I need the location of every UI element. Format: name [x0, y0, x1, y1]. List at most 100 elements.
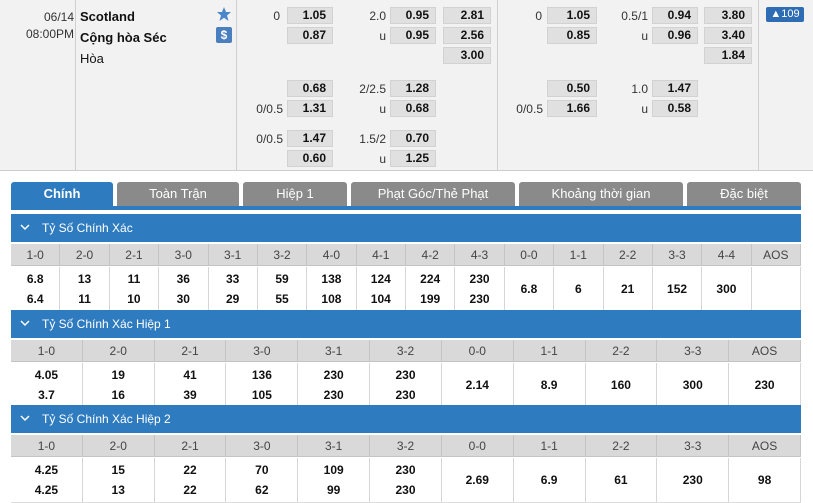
tab-corners-cards[interactable]: Phạt Góc/Thẻ Phạt [351, 182, 515, 206]
h1-hdp-home-odds[interactable]: 1.05 [547, 7, 597, 24]
score-odds-cell[interactable]: 22 22 [155, 458, 227, 502]
home-score-odds[interactable]: 138 [321, 272, 342, 286]
score-odds-cell[interactable]: 230 230 [370, 458, 442, 502]
away-score-odds[interactable]: 16 [111, 388, 125, 402]
away-score-odds[interactable]: 104 [370, 292, 391, 306]
score-odds-cell[interactable]: 61 [586, 458, 658, 502]
score-odds-cell[interactable]: 230 230 [298, 363, 371, 407]
score-odds-cell[interactable]: 224 199 [406, 267, 456, 311]
alt1-ou-under-odds[interactable]: 0.68 [390, 100, 436, 117]
score-odds-value[interactable]: 21 [621, 282, 635, 296]
h1-1x2-home-odds[interactable]: 3.80 [704, 7, 752, 24]
score-odds-cell[interactable]: 2.69 [442, 458, 514, 502]
dollar-icon[interactable]: $ [216, 27, 232, 43]
score-odds-cell[interactable]: 230 [657, 458, 730, 502]
home-score-odds[interactable]: 136 [251, 368, 272, 382]
alt2-hdp-away-odds[interactable]: 0.60 [287, 150, 333, 167]
ft-1x2-home-odds[interactable]: 2.81 [443, 7, 491, 24]
away-score-odds[interactable]: 99 [326, 483, 341, 497]
tab-main[interactable]: Chính [11, 182, 113, 206]
alt1-hdp-home-odds[interactable]: 0.68 [287, 80, 333, 97]
away-score-odds[interactable]: 105 [251, 388, 272, 402]
h1-ou-over-odds[interactable]: 0.94 [652, 7, 698, 24]
chevron-down-icon[interactable] [19, 310, 31, 338]
away-score-odds[interactable]: 108 [321, 292, 342, 306]
ft-hdp-home-odds[interactable]: 1.05 [287, 7, 333, 24]
home-score-odds[interactable]: 124 [370, 272, 391, 286]
score-odds-value[interactable]: 98 [757, 473, 772, 487]
away-score-odds[interactable]: 4.25 [34, 483, 59, 497]
alt1-ou-over-odds[interactable]: 1.28 [390, 80, 436, 97]
score-odds-cell[interactable]: 70 62 [226, 458, 299, 502]
score-odds-cell[interactable]: 300 [657, 363, 730, 407]
score-odds-cell[interactable]: 6.8 6.4 [11, 267, 61, 311]
tab-special[interactable]: Đặc biệt [687, 182, 801, 206]
score-odds-cell[interactable]: 230 [729, 363, 801, 407]
score-odds-cell[interactable]: 33 29 [209, 267, 258, 311]
h1-1x2-away-odds[interactable]: 3.40 [704, 27, 752, 44]
score-odds-cell[interactable]: 11 10 [110, 267, 160, 311]
score-odds-cell[interactable]: 6 [554, 267, 604, 311]
h1alt-ou-under-odds[interactable]: 0.58 [652, 100, 698, 117]
home-score-odds[interactable]: 41 [183, 368, 197, 382]
score-odds-value[interactable]: 8.9 [540, 378, 558, 392]
score-odds-value[interactable]: 61 [614, 473, 628, 487]
tab-first-half[interactable]: Hiệp 1 [243, 182, 347, 206]
away-score-odds[interactable]: 39 [183, 388, 197, 402]
away-score-odds[interactable]: 10 [127, 292, 141, 306]
score-odds-value[interactable]: 2.14 [465, 378, 489, 392]
score-odds-value[interactable]: 6.8 [520, 282, 538, 296]
section-header[interactable]: Tỷ Số Chính Xác Hiệp 2 [11, 405, 801, 433]
away-score-odds[interactable]: 62 [255, 483, 269, 497]
score-odds-cell[interactable]: 21 [604, 267, 653, 311]
alt2-ou-under-odds[interactable]: 1.25 [390, 150, 436, 167]
score-odds-cell[interactable]: 36 30 [159, 267, 209, 311]
score-odds-cell[interactable]: 19 16 [83, 363, 155, 407]
star-icon[interactable] [216, 6, 232, 22]
home-score-odds[interactable]: 19 [111, 368, 125, 382]
h1alt-ou-over-odds[interactable]: 1.47 [652, 80, 698, 97]
score-odds-cell[interactable]: 6.9 [514, 458, 586, 502]
score-odds-value[interactable]: 300 [682, 378, 703, 392]
h1alt-hdp-home-odds[interactable]: 0.50 [547, 80, 597, 97]
score-odds-cell[interactable]: 59 55 [258, 267, 308, 311]
ft-ou-over-odds[interactable]: 0.95 [390, 7, 436, 24]
alt1-hdp-away-odds[interactable]: 1.31 [287, 100, 333, 117]
chevron-down-icon[interactable] [19, 405, 31, 433]
section-header[interactable]: Tỷ Số Chính Xác [11, 214, 801, 242]
score-odds-cell[interactable]: 230 230 [370, 363, 442, 407]
score-odds-value[interactable]: 230 [682, 473, 703, 487]
away-score-odds[interactable]: 30 [176, 292, 190, 306]
home-score-odds[interactable]: 15 [111, 463, 125, 477]
home-score-odds[interactable]: 70 [255, 463, 269, 477]
score-odds-cell[interactable]: 109 99 [298, 458, 371, 502]
score-odds-cell[interactable]: 300 [702, 267, 752, 311]
away-score-odds[interactable]: 230 [395, 483, 416, 497]
alt2-hdp-home-odds[interactable]: 1.47 [287, 130, 333, 147]
away-score-odds[interactable]: 230 [395, 388, 416, 402]
score-odds-value[interactable]: 2.69 [465, 473, 489, 487]
score-odds-cell[interactable]: 41 39 [155, 363, 227, 407]
ft-1x2-away-odds[interactable]: 2.56 [443, 27, 491, 44]
score-odds-cell[interactable]: 138 108 [307, 267, 357, 311]
score-odds-cell[interactable]: 152 [653, 267, 703, 311]
score-odds-value[interactable]: 160 [610, 378, 631, 392]
h1alt-hdp-away-odds[interactable]: 1.66 [547, 100, 597, 117]
away-score-odds[interactable]: 22 [183, 483, 197, 497]
home-score-odds[interactable]: 59 [275, 272, 289, 286]
away-score-odds[interactable]: 230 [323, 388, 344, 402]
home-score-odds[interactable]: 230 [323, 368, 344, 382]
home-score-odds[interactable]: 13 [77, 272, 92, 286]
h1-hdp-away-odds[interactable]: 0.85 [547, 27, 597, 44]
score-odds-cell[interactable]: 8.9 [514, 363, 586, 407]
alt2-ou-over-odds[interactable]: 0.70 [390, 130, 436, 147]
h1-ou-under-odds[interactable]: 0.96 [652, 27, 698, 44]
score-odds-cell[interactable]: 124 104 [357, 267, 406, 311]
away-score-odds[interactable]: 230 [469, 292, 490, 306]
score-odds-value[interactable]: 6 [574, 282, 582, 296]
score-odds-cell[interactable]: 13 11 [60, 267, 110, 311]
score-odds-cell[interactable]: 4.25 4.25 [11, 458, 83, 502]
home-score-odds[interactable]: 4.25 [34, 463, 59, 477]
score-odds-cell[interactable]: 98 [729, 458, 801, 502]
more-markets-button[interactable]: ▲109 [766, 7, 804, 22]
